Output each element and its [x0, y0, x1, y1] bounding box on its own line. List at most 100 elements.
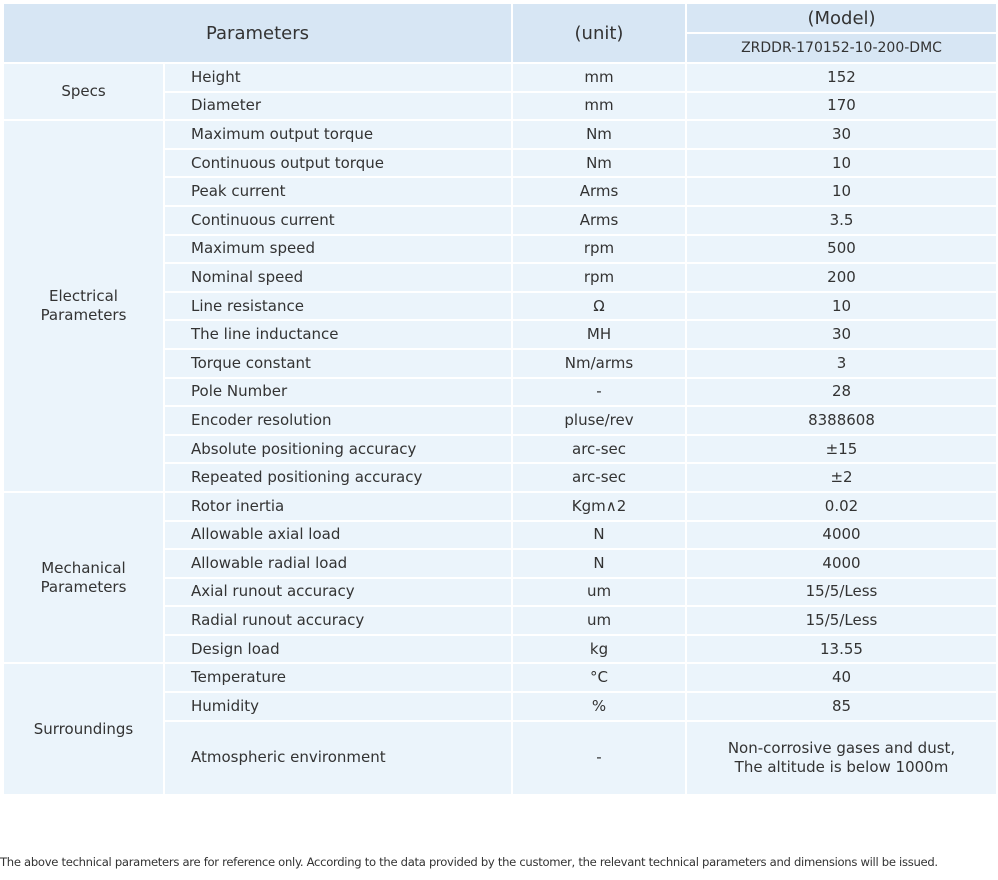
table-row: Continuous output torque Nm 10: [3, 147, 998, 179]
param-name: Height: [163, 62, 513, 93]
param-name: Radial runout accuracy: [163, 605, 513, 636]
table-row: The line inductance MH 30: [3, 319, 998, 350]
param-name: Humidity: [163, 691, 513, 722]
table-row: Mechanical Parameters Rotor inertia Kgm∧2 0…: [2, 490, 998, 665]
group-name: Electrical Parameters: [2, 119, 165, 493]
param-unit: °C: [511, 662, 687, 694]
param-name: Continuous current: [163, 204, 513, 236]
param-name: Torque constant: [163, 347, 513, 379]
param-unit: N: [511, 548, 687, 579]
param-value: 15/5/Less: [685, 576, 998, 608]
table-row: Torque constant Nm/arms 3: [3, 347, 998, 379]
table-row: Line resistance Ω 10: [3, 290, 998, 322]
param-unit: Ω: [511, 290, 687, 322]
param-value: 8388608: [685, 405, 998, 436]
param-value: 0.02: [685, 490, 998, 522]
table-row: Maximum speed rpm 500: [3, 233, 998, 265]
param-unit: N: [511, 519, 687, 551]
param-name: Line resistance: [163, 290, 513, 322]
table-row: Surroundings Temperature °C 40: [2, 662, 998, 796]
table-row: Encoder resolution pluse/rev 8388608: [3, 405, 998, 436]
group-name: Surroundings: [2, 662, 165, 796]
param-value: 30: [685, 119, 998, 150]
param-value: 4000: [685, 548, 998, 579]
param-unit: rpm: [511, 233, 687, 265]
param-name: Continuous output torque: [163, 147, 513, 179]
param-name: Maximum output torque: [163, 119, 513, 150]
param-unit: Arms: [511, 204, 687, 236]
param-value: 40: [685, 662, 998, 694]
param-unit: rpm: [511, 262, 687, 293]
param-value: 4000: [685, 519, 998, 551]
param-name: Rotor inertia: [163, 490, 513, 522]
header-model-name: ZRDDR-170152-10-200-DMC: [685, 32, 998, 64]
param-value: 15/5/Less: [685, 605, 998, 636]
param-unit: -: [511, 719, 687, 796]
table-row: Specs Height mm 152: [2, 61, 998, 122]
param-unit: um: [511, 576, 687, 608]
param-value: 200: [685, 262, 998, 293]
param-value: 85: [685, 691, 998, 722]
param-value: 13.55: [685, 633, 998, 665]
param-value: 170: [685, 90, 998, 122]
table-row: Design load kg 13.55: [3, 633, 998, 665]
group-name: Specs: [2, 61, 165, 122]
table-row: Humidity% 85: [3, 691, 998, 722]
param-unit: arc-sec: [511, 433, 687, 465]
param-unit: Nm/arms: [511, 347, 687, 379]
table-row: Allowable axial load N 4000: [3, 519, 998, 551]
param-value: 500: [685, 233, 998, 265]
param-value: Non-corrosive gases and dust, The altitu…: [685, 719, 998, 796]
table-row: Atmospheric environment - Non-corrosive ga…: [3, 719, 998, 796]
param-unit: um: [511, 605, 687, 636]
param-value: 28: [685, 376, 998, 408]
param-value: ±2: [685, 462, 998, 493]
table-body: Specs Height mm 152 Diameter mm 170 Electrical …: [2, 61, 998, 796]
param-name: Absolute positioning accuracy: [163, 433, 513, 465]
group-name: Mechanical Parameters: [2, 490, 165, 665]
table-row: Repeated positioning accuracy arc-sec ±2: [3, 462, 998, 493]
param-name: Pole Number: [163, 376, 513, 408]
table-row: Axial runout accuracy um 15/5/Less: [3, 576, 998, 608]
param-unit: Nm: [511, 119, 687, 150]
param-name: Atmospheric environment: [163, 719, 513, 796]
param-value: 10: [685, 176, 998, 207]
param-name: Nominal speed: [163, 262, 513, 293]
param-name: Allowable radial load: [163, 548, 513, 579]
table-row: Absolute positioning accuracy arc-sec ±15: [3, 433, 998, 465]
table-row: Peak current Arms 10: [3, 176, 998, 207]
param-name: Diameter: [163, 90, 513, 122]
table-row: Diameter mm 170: [3, 90, 998, 122]
param-value: 10: [685, 147, 998, 179]
header-parameters: Parameters: [2, 2, 513, 64]
param-name: Peak current: [163, 176, 513, 207]
param-unit: %: [511, 691, 687, 722]
param-unit: Kgm∧2: [511, 490, 687, 522]
param-value: 30: [685, 319, 998, 350]
footnote: The above technical parameters are for r…: [0, 855, 938, 869]
table-row: Allowable radial load N 4000: [3, 548, 998, 579]
param-name: Design load: [163, 633, 513, 665]
param-unit: mm: [511, 62, 687, 93]
table-row: Radial runout accuracy um 15/5/Less: [3, 605, 998, 636]
param-name: Temperature: [163, 662, 513, 694]
table-row: Nominal speed rpm 200: [3, 262, 998, 293]
param-unit: MH: [511, 319, 687, 350]
param-unit: -: [511, 376, 687, 408]
header-model: (Model): [685, 2, 998, 34]
table-row: Continuous current Arms 3.5: [3, 204, 998, 236]
param-unit: mm: [511, 90, 687, 122]
param-value: 3.5: [685, 204, 998, 236]
table-row: Pole Number -28: [3, 376, 998, 408]
param-value: ±15: [685, 433, 998, 465]
spec-table: Parameters (unit) (Model) ZRDDR-170152-1…: [2, 2, 998, 796]
param-unit: arc-sec: [511, 462, 687, 493]
param-unit: pluse/rev: [511, 405, 687, 436]
param-value: 3: [685, 347, 998, 379]
param-name: The line inductance: [163, 319, 513, 350]
param-unit: Arms: [511, 176, 687, 207]
param-name: Maximum speed: [163, 233, 513, 265]
param-unit: Nm: [511, 147, 687, 179]
param-name: Repeated positioning accuracy: [163, 462, 513, 493]
